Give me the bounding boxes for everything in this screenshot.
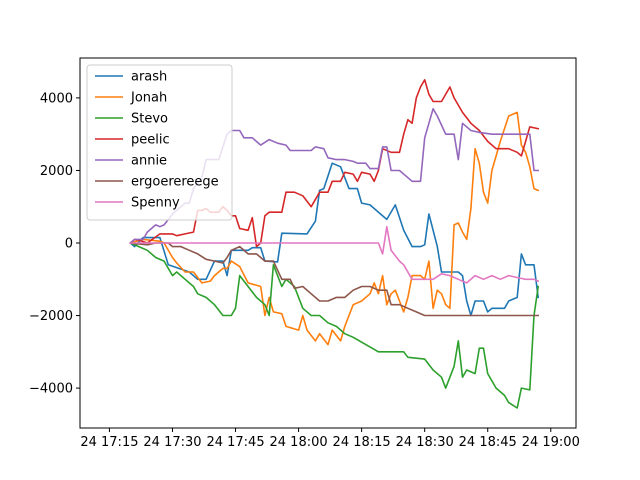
y-tick-label: 0 xyxy=(65,237,73,252)
x-tick-label: 24 17:30 xyxy=(143,435,201,450)
x-tick-label: 24 18:15 xyxy=(333,435,391,450)
legend: arash Jonah Stevo peelic annie ergoerereege Sp… xyxy=(86,64,233,221)
legend-label-stevo: Stevo xyxy=(131,112,168,127)
legend-label-peelic: peelic xyxy=(131,133,170,148)
legend-label-annie: annie xyxy=(131,154,167,169)
legend-label-spenny: Spenny xyxy=(131,196,180,211)
series-line-ergoerereege xyxy=(129,242,539,317)
axis-layer: 24 17:15 24 17:30 24 17:45 24 18:00 24 18:15… xyxy=(29,91,580,450)
series-line-arash xyxy=(129,162,540,317)
y-tick-label: 2000 xyxy=(40,164,73,179)
x-tick-label: 24 18:45 xyxy=(459,435,517,450)
legend-box xyxy=(86,64,233,221)
series-line-jonah xyxy=(129,111,540,346)
legend-label-arash: arash xyxy=(131,70,167,85)
series-line-stevo xyxy=(129,241,540,409)
series-line-spenny xyxy=(129,225,540,284)
y-tick-label: −4000 xyxy=(29,382,73,397)
x-tick-label: 24 19:00 xyxy=(522,435,580,450)
y-tick-label: −2000 xyxy=(29,309,73,324)
x-tick-label: 24 17:15 xyxy=(80,435,138,450)
x-tick-label: 24 18:30 xyxy=(396,435,454,450)
x-tick-label: 24 17:45 xyxy=(206,435,264,450)
y-tick-label: 4000 xyxy=(40,91,73,106)
x-tick-label: 24 18:00 xyxy=(270,435,328,450)
legend-label-ergoerereege: ergoerereege xyxy=(131,175,219,190)
legend-label-jonah: Jonah xyxy=(130,91,167,106)
